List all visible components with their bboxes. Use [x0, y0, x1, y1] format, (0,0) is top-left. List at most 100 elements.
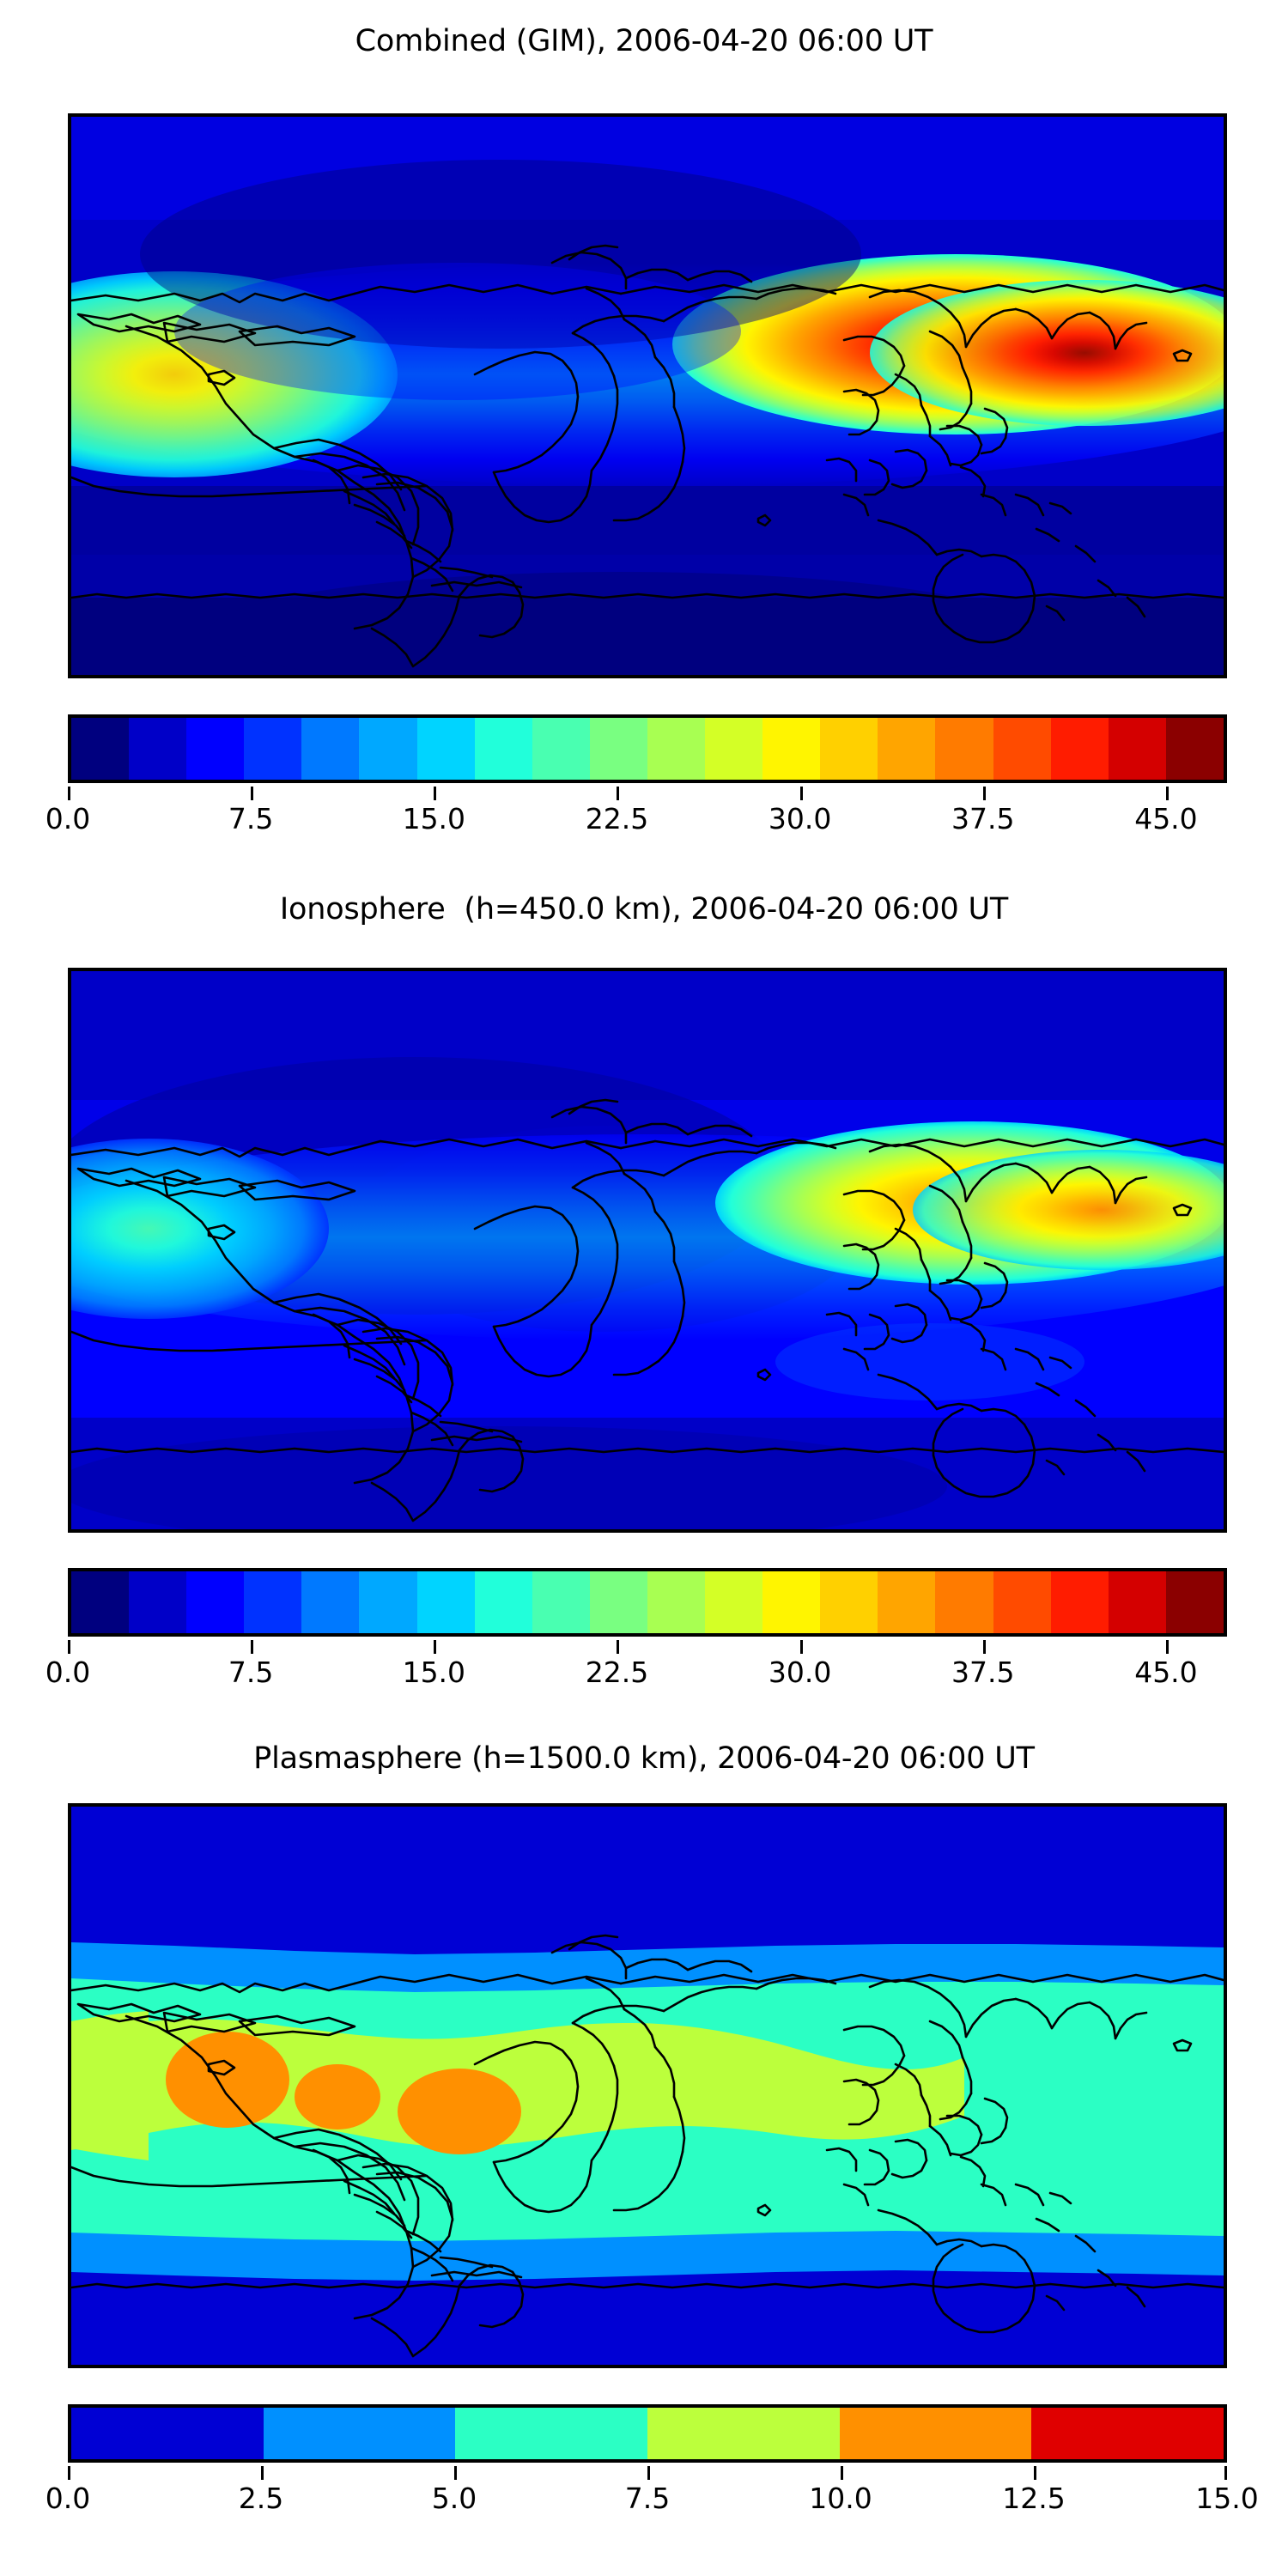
tick-mark	[68, 1640, 70, 1654]
colorbar-band-14	[878, 718, 936, 780]
colorbar-band-11	[705, 718, 763, 780]
map-ionosphere-svg	[71, 971, 1224, 1529]
colorbar-band-9	[589, 1571, 647, 1633]
tick-label: 2.5	[238, 2482, 284, 2515]
colorbar-band-16	[993, 1571, 1051, 1633]
tick-mark	[261, 2466, 264, 2480]
colorbar-band-13	[820, 718, 878, 780]
tick-label: 7.5	[228, 802, 274, 835]
tick-mark	[1034, 2466, 1036, 2480]
panel-title-ionosphere: Ionosphere (h=450.0 km), 2006-04-20 06:0…	[279, 892, 1009, 927]
colorbar-band-8	[532, 718, 590, 780]
colorbar-band-12	[762, 718, 821, 780]
colorbar-band-15	[935, 1571, 993, 1633]
tick-label: 22.5	[585, 1656, 649, 1689]
tick-mark	[982, 1640, 986, 1654]
colorbar-band-9	[589, 718, 647, 780]
colorbar-band-5	[359, 718, 417, 780]
panel-title-plasmasphere: Plasmasphere (h=1500.0 km), 2006-04-20 0…	[253, 1741, 1035, 1776]
tick-label: 12.5	[1002, 2482, 1066, 2515]
tick-label: 37.5	[951, 802, 1015, 835]
colorbar-band-6	[416, 1571, 475, 1633]
tick-mark	[454, 2466, 457, 2480]
coastlines	[71, 1934, 1224, 2358]
colorbar-band-1	[129, 718, 187, 780]
colorbar-band-5	[359, 1571, 417, 1633]
colorbar-ionosphere	[68, 1568, 1227, 1637]
map-plasmasphere-svg	[71, 1807, 1224, 2365]
tick-mark	[1224, 2466, 1227, 2480]
tick-mark	[1165, 1640, 1169, 1654]
tick-label: 30.0	[768, 1656, 832, 1689]
tick-label: 0.0	[45, 1656, 91, 1689]
tick-label: 30.0	[768, 802, 832, 835]
colorbar-band-4	[839, 2408, 1032, 2459]
colorbar-band-18	[1108, 718, 1166, 780]
colorbar-band-4	[301, 718, 360, 780]
tick-mark	[68, 787, 70, 800]
colorbar-band-15	[935, 718, 993, 780]
colorbar-band-16	[993, 718, 1051, 780]
colorbar-band-3	[244, 1571, 302, 1633]
colorbar-plasmasphere-ticks: 0.0 2.5 5.0 7.5 10.0 12.5 15.0	[46, 2466, 1259, 2515]
contour-fill-ionosphere	[71, 971, 1224, 1529]
tick-label: 10.0	[809, 2482, 872, 2515]
colorbar-band-2	[455, 2408, 647, 2459]
tick-mark	[251, 787, 254, 800]
colorbar-combined-ticks: 0.0 7.5 15.0 22.5 30.0 37.5 45.0	[46, 787, 1227, 835]
tick-label: 15.0	[402, 802, 466, 835]
colorbar-band-17	[1050, 1571, 1109, 1633]
contour-fill-plasmasphere	[71, 1807, 1224, 2365]
colorbar-band-17	[1050, 718, 1109, 780]
colorbar-band-2	[186, 1571, 245, 1633]
coastlines	[71, 1098, 1224, 1522]
colorbar-band-5	[1031, 2408, 1224, 2459]
colorbar-plasmasphere	[68, 2404, 1227, 2463]
colorbar-band-1	[129, 1571, 187, 1633]
colorbar-band-0	[71, 1571, 130, 1633]
tick-mark	[251, 1640, 254, 1654]
colorbar-band-10	[647, 1571, 706, 1633]
tick-mark	[617, 1640, 620, 1654]
colorbar-band-0	[71, 2408, 264, 2459]
colorbar-band-19	[1165, 1571, 1224, 1633]
tick-label: 5.0	[431, 2482, 477, 2515]
tick-mark	[647, 2466, 650, 2480]
tick-mark	[982, 787, 986, 800]
colorbar-band-7	[474, 1571, 532, 1633]
colorbar-band-11	[705, 1571, 763, 1633]
colorbar-band-8	[532, 1571, 590, 1633]
colorbar-band-0	[71, 718, 130, 780]
map-ionosphere	[68, 968, 1227, 1533]
colorbar-ionosphere-ticks: 0.0 7.5 15.0 22.5 30.0 37.5 45.0	[46, 1640, 1227, 1689]
tick-label: 45.0	[1134, 1656, 1198, 1689]
contour-fill-combined	[71, 117, 1224, 675]
colorbar-band-2	[186, 718, 245, 780]
tick-label: 15.0	[1195, 2482, 1259, 2515]
tick-label: 45.0	[1134, 802, 1198, 835]
tick-mark	[617, 787, 620, 800]
tick-mark	[1165, 787, 1169, 800]
tick-mark	[799, 787, 803, 800]
colorbar-band-19	[1165, 718, 1224, 780]
colorbar-band-10	[647, 718, 706, 780]
colorbar-band-3	[244, 718, 302, 780]
tick-label: 15.0	[402, 1656, 466, 1689]
colorbar-band-18	[1108, 1571, 1166, 1633]
colorbar-band-1	[263, 2408, 456, 2459]
tick-label: 37.5	[951, 1656, 1015, 1689]
tick-label: 22.5	[585, 802, 649, 835]
map-combined-svg	[71, 117, 1224, 675]
tick-mark	[841, 2466, 843, 2480]
colorbar-band-7	[474, 718, 532, 780]
tick-mark	[68, 2466, 70, 2480]
colorbar-band-14	[878, 1571, 936, 1633]
colorbar-band-3	[647, 2408, 840, 2459]
map-combined	[68, 113, 1227, 678]
tick-mark	[799, 1640, 803, 1654]
panel-title-combined: Combined (GIM), 2006-04-20 06:00 UT	[355, 24, 933, 58]
coastlines	[71, 244, 1224, 668]
tick-label: 0.0	[45, 802, 91, 835]
tick-label: 0.0	[45, 2482, 91, 2515]
colorbar-combined	[68, 714, 1227, 783]
